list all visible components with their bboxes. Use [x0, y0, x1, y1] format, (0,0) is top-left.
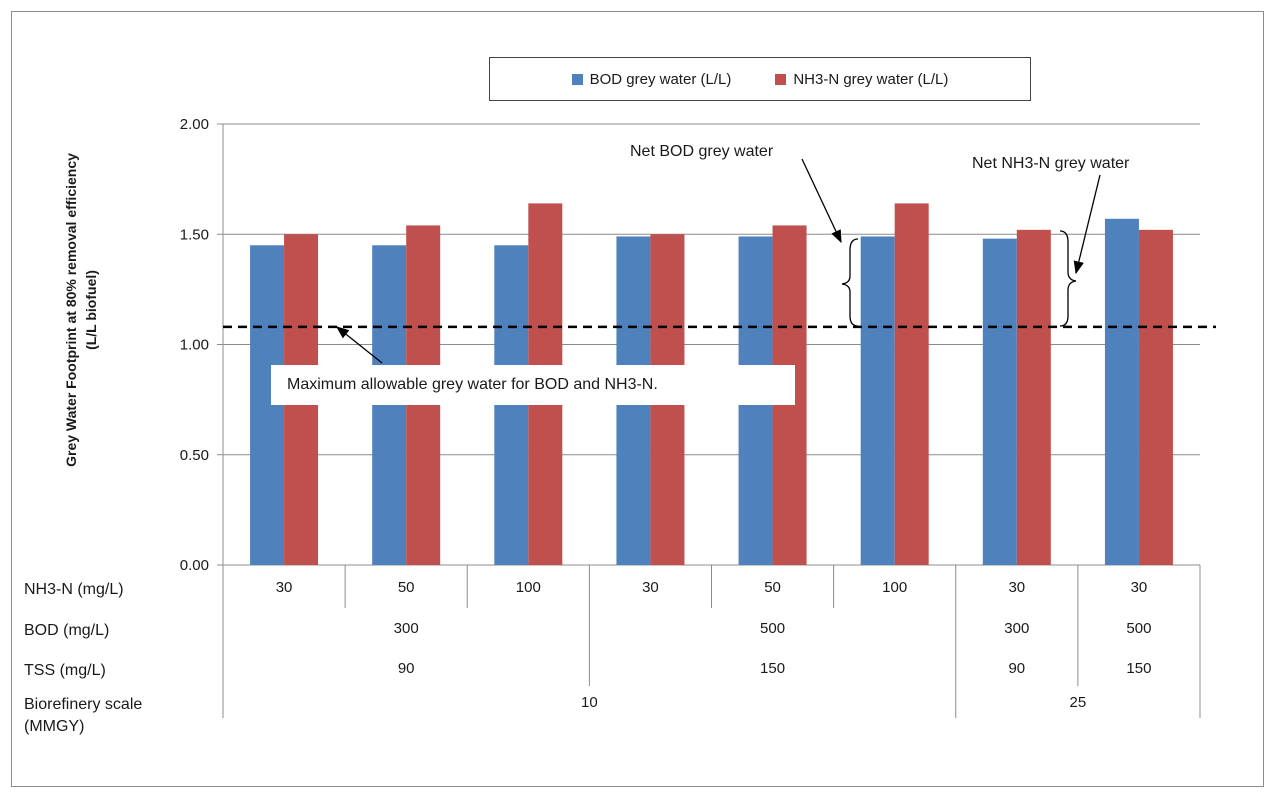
legend-label-bod: BOD grey water (L/L) [589, 70, 732, 88]
y-axis-label-line2: (L/L biofuel) [83, 270, 99, 350]
table-row-label: BOD (mg/L) [24, 622, 110, 639]
brace-net-bod [841, 238, 859, 327]
y-axis-label-line1: Grey Water Footprint at 80% removal effi… [63, 153, 79, 467]
table-cell: 500 [1126, 620, 1152, 637]
table-cell: 100 [515, 579, 541, 596]
bar-nh3 [1016, 229, 1051, 565]
table-cell: 90 [397, 660, 415, 677]
arrow-max-allowable [335, 326, 383, 364]
y-tick-label: 0.50 [180, 447, 209, 464]
table-cell: 90 [1008, 660, 1026, 677]
table-cell: 100 [882, 579, 908, 596]
arrow-net-bod [801, 158, 842, 244]
legend-label-nh3: NH3-N grey water (L/L) [793, 70, 949, 88]
annotation-max-allowable-text: Maximum allowable grey water for BOD and… [287, 376, 658, 393]
table-cell: 25 [1069, 694, 1087, 711]
table-cell: 150 [760, 660, 786, 677]
table-cell: 30 [642, 579, 659, 596]
table-cell: 30 [275, 579, 293, 596]
bar-bod [372, 245, 407, 565]
arrow-net-nh3 [1073, 174, 1101, 275]
table-cell: 30 [1008, 579, 1026, 596]
table-cell: 50 [397, 579, 415, 596]
table-cell: 300 [393, 620, 419, 637]
annotation-max-allowable: Maximum allowable grey water for BOD and… [271, 365, 795, 405]
bar-bod [860, 236, 895, 565]
bar-bod [494, 245, 529, 565]
table-cell: 150 [1126, 660, 1152, 677]
brace-net-nh3 [1059, 230, 1077, 327]
y-tick-label: 2.00 [180, 116, 209, 133]
table-row-label: NH3-N (mg/L) [24, 581, 124, 598]
table-row-label: Biorefinery scale (MMGY) [24, 696, 143, 735]
y-tick-label: 1.50 [180, 226, 209, 243]
annotation-net-nh3: Net NH3-N grey water [966, 155, 1136, 173]
table-cell: 50 [764, 579, 781, 596]
legend-item-bod: BOD grey water (L/L) [571, 70, 732, 88]
bar-bod [250, 245, 285, 565]
annotation-net-bod: Net BOD grey water [624, 143, 780, 161]
table-cell: 500 [760, 620, 786, 637]
table-cell: 30 [1130, 579, 1148, 596]
y-tick-label: 1.00 [180, 337, 209, 354]
table-cell: 300 [1004, 620, 1030, 637]
legend-item-nh3: NH3-N grey water (L/L) [775, 71, 948, 88]
y-axis-label: Grey Water Footprint at 80% removal effi… [40, 120, 120, 500]
bar-nh3 [894, 203, 929, 565]
table-row-label: TSS (mg/L) [24, 662, 106, 679]
chart-legend: BOD grey water (L/L) NH3-N grey water (L… [489, 57, 1031, 101]
y-tick-label: 0.00 [180, 557, 209, 574]
bar-bod [982, 238, 1017, 565]
bar-bod [1104, 218, 1139, 565]
table-cell: 10 [581, 694, 598, 711]
chart-frame [11, 11, 1264, 787]
legend-swatch-nh3 [775, 73, 787, 85]
legend-swatch-bod [571, 73, 583, 85]
bar-nh3 [1138, 229, 1173, 565]
